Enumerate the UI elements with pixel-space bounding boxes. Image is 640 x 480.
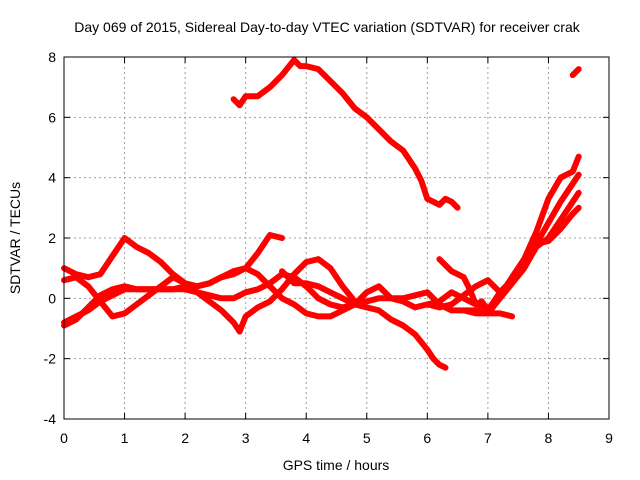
y-tick-label: 6 [48, 109, 56, 125]
x-tick-label: 1 [121, 430, 129, 446]
x-tick-label: 3 [242, 430, 250, 446]
y-tick-label: 4 [48, 170, 56, 186]
grid [64, 57, 609, 419]
chart-title: Day 069 of 2015, Sidereal Day-to-day VTE… [74, 19, 580, 35]
series-track-h [460, 189, 582, 317]
x-tick-label: 5 [363, 430, 371, 446]
y-tick-label: 2 [48, 230, 56, 246]
series-track-d [61, 271, 449, 371]
series-track-high-arc [230, 57, 461, 211]
y-tick-label: 0 [48, 290, 56, 306]
y-axis-label: SDTVAR / TECUs [7, 182, 23, 294]
x-axis-label: GPS time / hours [283, 457, 390, 473]
y-tick-label: -4 [44, 411, 57, 427]
data-series [61, 57, 582, 371]
x-tick-label: 6 [423, 430, 431, 446]
x-tick-label: 0 [60, 430, 68, 446]
series-track-late-top [569, 66, 582, 79]
series-track-e [279, 268, 491, 311]
y-tick-label: -2 [44, 351, 57, 367]
x-tick-label: 4 [302, 430, 310, 446]
series-track-c [61, 256, 370, 335]
y-tick-label: 8 [48, 49, 56, 65]
series-track-i [497, 204, 582, 299]
x-tick-label: 9 [605, 430, 613, 446]
x-tick-label: 7 [484, 430, 492, 446]
axis-ticks: 0 1 2 3 4 5 6 7 8 9 -4 -2 0 2 4 6 8 [44, 49, 614, 446]
x-tick-label: 8 [545, 430, 553, 446]
x-tick-label: 2 [181, 430, 189, 446]
